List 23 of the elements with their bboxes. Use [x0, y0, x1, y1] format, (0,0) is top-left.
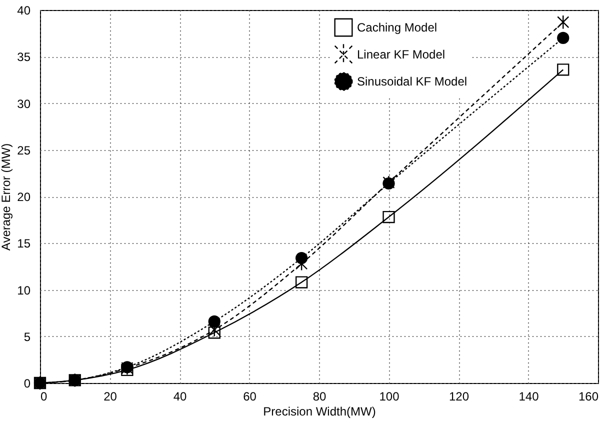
y-tick-label: 20: [17, 190, 31, 204]
y-tick-label: 5: [24, 330, 31, 344]
x-tick-label: 0: [40, 390, 48, 404]
x-tick-label: 40: [173, 390, 187, 404]
x-tick-label: 60: [243, 390, 257, 404]
x-tick-label: 120: [448, 390, 470, 404]
x-axis-title: Precision Width(MW): [263, 404, 376, 418]
y-tick-label: 10: [17, 283, 31, 298]
x-tick-label: 80: [312, 390, 326, 404]
legend-label: Sinusoidal KF Model: [357, 74, 468, 88]
y-tick-label: 30: [17, 96, 31, 111]
x-tick-label: 140: [518, 390, 540, 404]
legend-label: Linear KF Model: [357, 48, 446, 62]
y-tick-label: 0: [24, 376, 31, 390]
y-tick-label: 25: [17, 143, 31, 158]
x-tick-label: 20: [104, 390, 118, 404]
y-tick-label: 15: [17, 236, 31, 251]
x-tick-label: 160: [578, 390, 599, 404]
y-tick-label: 40: [17, 4, 31, 18]
legend-label: Caching Model: [357, 20, 438, 34]
y-axis-title: Average Error (MW): [0, 143, 14, 251]
x-tick-label: 100: [379, 390, 400, 404]
y-tick-label: 35: [17, 50, 31, 64]
